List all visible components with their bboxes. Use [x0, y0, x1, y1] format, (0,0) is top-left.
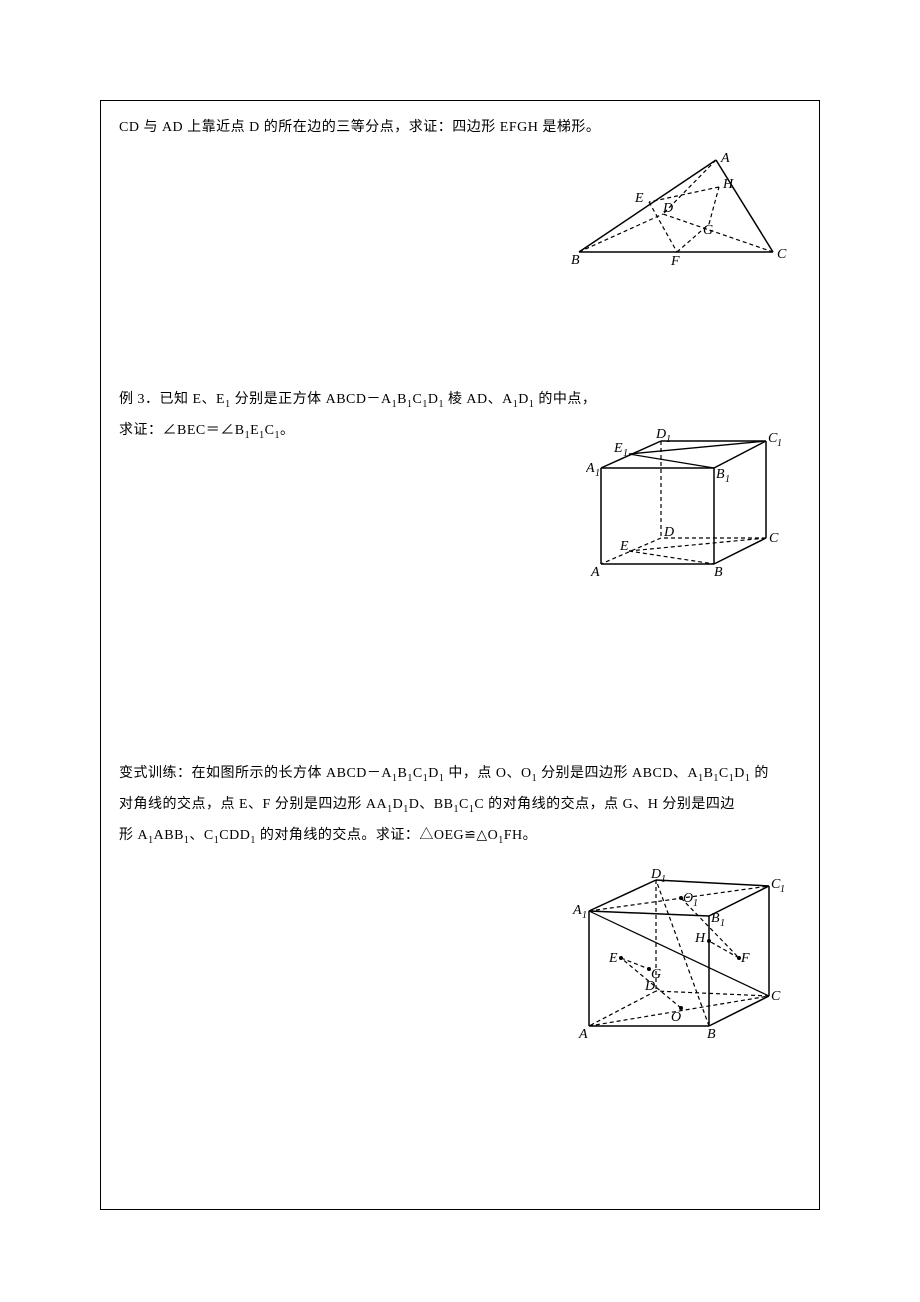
cuboid-diagram: A1 B1 C1 D1 A B C D O1 O E F G H	[571, 866, 791, 1046]
svg-text:A: A	[572, 903, 582, 918]
svg-text:C: C	[769, 531, 779, 546]
p3-l2-t3: D、BB	[409, 797, 454, 812]
spacer	[119, 275, 801, 385]
svg-text:1: 1	[693, 898, 698, 909]
svg-text:1: 1	[623, 448, 628, 459]
figure1-row: A B C D E F G H	[119, 144, 801, 275]
svg-text:1: 1	[725, 474, 730, 485]
p3-l3-t6: FH。	[504, 828, 537, 843]
svg-text:A: A	[720, 152, 730, 166]
svg-text:C: C	[771, 989, 781, 1004]
p3-l1-t1: 变式训练：在如图所示的长方体 ABCD－A	[119, 766, 392, 781]
svg-text:O: O	[683, 891, 693, 906]
figure3-container: A1 B1 C1 D1 A B C D O1 O E F G H	[571, 866, 791, 1046]
svg-text:E: E	[619, 539, 629, 554]
p3-l3-t1: 形 A	[119, 828, 148, 843]
svg-text:G: G	[703, 223, 713, 238]
figure3-row: A1 B1 C1 D1 A B C D O1 O E F G H	[119, 858, 801, 1054]
svg-text:D: D	[663, 525, 674, 540]
p2-l1-t3: B	[397, 392, 407, 407]
p2-l2-t2: E	[250, 423, 259, 438]
svg-text:E: E	[634, 191, 644, 206]
svg-text:1: 1	[666, 434, 671, 445]
svg-text:H: H	[694, 931, 706, 946]
p3-l1-t9: D	[734, 766, 745, 781]
p3-l1-t3: C	[413, 766, 423, 781]
spacer	[119, 699, 801, 759]
p3-l1-t6: 分别是四边形 ABCD、A	[537, 766, 698, 781]
p2-l2-t1: 求证：∠BEC＝∠B	[119, 423, 245, 438]
svg-text:D: D	[650, 867, 661, 882]
p3-l2-t5: C 的对角线的交点，点 G、H 分别是四边	[474, 797, 735, 812]
p3-l3-t2: ABB	[154, 828, 184, 843]
p3-l3-t3: 、C	[189, 828, 213, 843]
p2-l1-t4: C	[412, 392, 422, 407]
p3-l2-t2: D	[393, 797, 404, 812]
p2-l1-t2: 分别是正方体 ABCD－A	[231, 392, 392, 407]
svg-text:O: O	[671, 1010, 681, 1025]
svg-text:B: B	[711, 911, 720, 926]
problem3-line1: 变式训练：在如图所示的长方体 ABCD－A1B1C1D1 中，点 O、O1 分别…	[119, 759, 801, 790]
svg-text:A: A	[586, 461, 595, 476]
figure1-container: A B C D E F G H	[571, 152, 791, 267]
problem2-line1: 例 3．已知 E、E1 分别是正方体 ABCD－A1B1C1D1 棱 AD、A1…	[119, 385, 801, 416]
p3-l3-t5: 的对角线的交点。求证：△OEG≌△O	[256, 828, 498, 843]
figure2-container: A1 B1 C1 D1 E1 A B C D E	[586, 426, 791, 581]
problem1-text: CD 与 AD 上靠近点 D 的所在边的三等分点，求证：四边形 EFGH 是梯形…	[119, 113, 801, 144]
p3-l1-t10: 的	[750, 766, 769, 781]
p2-l2-t3: C	[265, 423, 275, 438]
p2-l1-t1: 例 3．已知 E、E	[119, 392, 225, 407]
svg-text:B: B	[707, 1027, 716, 1042]
p3-l1-t5: 中，点 O、O	[444, 766, 531, 781]
svg-text:B: B	[571, 253, 580, 267]
svg-text:1: 1	[720, 918, 725, 929]
svg-text:D: D	[655, 427, 666, 442]
page-border: CD 与 AD 上靠近点 D 的所在边的三等分点，求证：四边形 EFGH 是梯形…	[100, 100, 820, 1210]
svg-text:H: H	[722, 177, 734, 192]
svg-text:G: G	[651, 967, 661, 982]
cube-diagram: A1 B1 C1 D1 E1 A B C D E	[586, 426, 791, 581]
spacer	[119, 589, 801, 699]
p2-l1-t8: 的中点，	[534, 392, 596, 407]
p3-l3-t4: CDD	[219, 828, 250, 843]
p2-l2-t4: 。	[280, 423, 295, 438]
p3-l2-t1: 对角线的交点，点 E、F 分别是四边形 AA	[119, 797, 387, 812]
p3-l1-t8: C	[719, 766, 729, 781]
p3-l2-t4: C	[459, 797, 469, 812]
p2-l1-t6: 棱 AD、A	[444, 392, 513, 407]
svg-text:F: F	[740, 951, 750, 966]
problem3-line3: 形 A1ABB1、C1CDD1 的对角线的交点。求证：△OEG≌△O1FH。	[119, 821, 801, 852]
svg-text:1: 1	[780, 884, 785, 895]
svg-text:1: 1	[661, 874, 666, 885]
svg-text:C: C	[777, 247, 787, 262]
p3-l1-t2: B	[398, 766, 408, 781]
svg-text:E: E	[608, 951, 618, 966]
figure2-row: A1 B1 C1 D1 E1 A B C D E	[119, 446, 801, 589]
svg-text:1: 1	[777, 438, 782, 449]
svg-text:B: B	[716, 467, 725, 482]
svg-text:B: B	[714, 565, 723, 580]
problem3-line2: 对角线的交点，点 E、F 分别是四边形 AA1D1D、BB1C1C 的对角线的交…	[119, 790, 801, 821]
svg-text:F: F	[670, 254, 680, 267]
svg-text:A: A	[578, 1027, 588, 1042]
p3-l1-t7: B	[704, 766, 714, 781]
tetrahedron-diagram: A B C D E F G H	[571, 152, 791, 267]
p2-l1-t7: D	[518, 392, 529, 407]
p3-l1-t4: D	[428, 766, 439, 781]
svg-text:D: D	[662, 201, 673, 216]
svg-text:E: E	[613, 441, 623, 456]
svg-text:A: A	[590, 565, 600, 580]
svg-text:1: 1	[595, 468, 600, 479]
svg-text:1: 1	[582, 910, 587, 921]
p2-l1-t5: D	[428, 392, 439, 407]
